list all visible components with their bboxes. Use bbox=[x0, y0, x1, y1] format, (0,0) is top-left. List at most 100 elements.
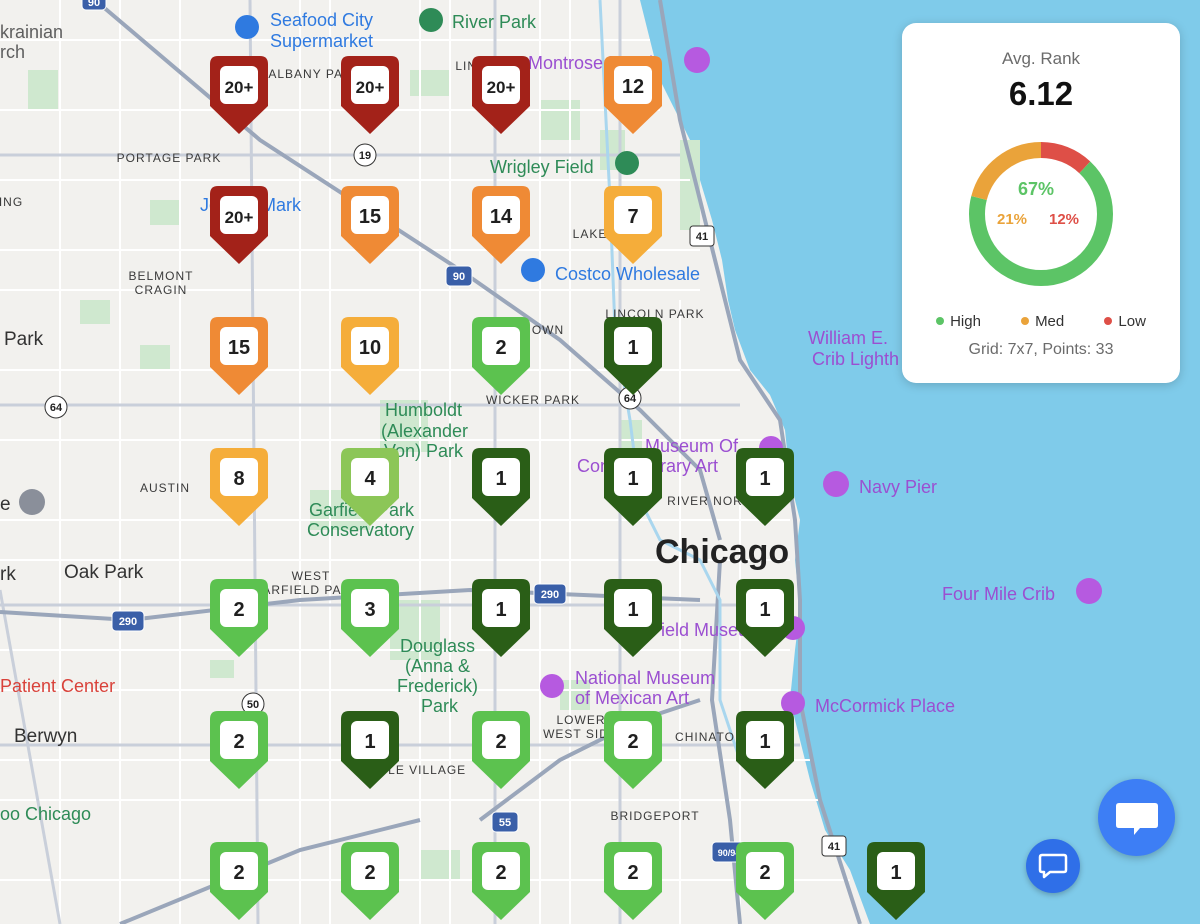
rank-pin[interactable]: 3 bbox=[341, 579, 399, 657]
museum-icon[interactable] bbox=[540, 674, 564, 698]
donut-legend: High Med Low bbox=[902, 313, 1180, 330]
rank-pin-badge bbox=[746, 721, 784, 759]
state-route-shield-icon: 64 bbox=[44, 395, 68, 419]
rank-pin[interactable]: 2 bbox=[472, 711, 530, 789]
route-label: 90 bbox=[88, 0, 100, 9]
rank-pin[interactable]: 2 bbox=[210, 711, 268, 789]
rank-pin[interactable]: 1 bbox=[867, 842, 925, 920]
neighborhood-label: CRAGIN bbox=[135, 283, 188, 297]
rank-pin[interactable]: 20+ bbox=[210, 186, 268, 264]
route-label: 19 bbox=[359, 150, 371, 162]
shopping-cart-icon[interactable] bbox=[235, 15, 259, 39]
rank-pin[interactable]: 1 bbox=[736, 579, 794, 657]
route-label: 64 bbox=[50, 402, 63, 414]
rank-pin-label: 2 bbox=[233, 862, 244, 884]
route-label: 290 bbox=[119, 616, 137, 628]
rank-pin-label: 1 bbox=[495, 599, 506, 621]
rank-pin[interactable]: 2 bbox=[604, 711, 662, 789]
rank-pin[interactable]: 2 bbox=[604, 842, 662, 920]
tower-icon[interactable] bbox=[1076, 578, 1102, 604]
rank-pin-badge bbox=[482, 327, 520, 365]
donut-segment-med bbox=[969, 142, 1113, 286]
legend-high-label: High bbox=[950, 313, 981, 330]
rank-pin[interactable]: 15 bbox=[210, 317, 268, 395]
place-label: River Park bbox=[452, 12, 537, 32]
med-percentage: 21% bbox=[997, 211, 1028, 228]
rank-pin-label: 20+ bbox=[225, 78, 254, 97]
rank-pin-badge bbox=[351, 721, 389, 759]
rank-pin-label: 1 bbox=[890, 862, 901, 884]
rank-pin-label: 1 bbox=[759, 731, 770, 753]
chat-button[interactable] bbox=[1098, 779, 1175, 856]
rank-pin[interactable]: 20+ bbox=[210, 56, 268, 134]
rank-pin-label: 1 bbox=[364, 731, 375, 753]
rank-pin[interactable]: 2 bbox=[736, 842, 794, 920]
rank-pin-badge bbox=[220, 589, 258, 627]
place-label: (Alexander bbox=[381, 421, 468, 441]
rank-pin[interactable]: 1 bbox=[604, 317, 662, 395]
camera-icon[interactable] bbox=[823, 471, 849, 497]
place-label: of Mexican Art bbox=[575, 688, 689, 708]
rank-pin[interactable]: 4 bbox=[341, 448, 399, 526]
rank-pin[interactable]: 14 bbox=[472, 186, 530, 264]
rank-pin[interactable]: 15 bbox=[341, 186, 399, 264]
rank-pin[interactable]: 12 bbox=[604, 56, 662, 134]
expressways bbox=[0, 0, 862, 924]
rank-pin-badge bbox=[877, 852, 915, 890]
route-label: 41 bbox=[828, 841, 840, 853]
interstate-shield-icon: 90 bbox=[445, 265, 473, 287]
rank-pin[interactable]: 20+ bbox=[472, 56, 530, 134]
rank-pin[interactable]: 1 bbox=[736, 448, 794, 526]
place-label: rk bbox=[0, 564, 16, 585]
stadium-icon[interactable] bbox=[615, 151, 639, 175]
neighborhood-label: RIVER NOR bbox=[667, 494, 743, 508]
place-label: Crib Lighth bbox=[812, 349, 899, 369]
place-label: Wrigley Field bbox=[490, 157, 594, 177]
place-label: Frederick) bbox=[397, 676, 478, 696]
us-route-shield-icon: 41 bbox=[821, 835, 847, 857]
rank-pin[interactable]: 7 bbox=[604, 186, 662, 264]
low-dot-icon bbox=[1104, 317, 1113, 326]
rank-pin[interactable]: 1 bbox=[736, 711, 794, 789]
rank-pin[interactable]: 2 bbox=[472, 842, 530, 920]
rank-pin[interactable]: 2 bbox=[210, 579, 268, 657]
rank-pin[interactable]: 1 bbox=[341, 711, 399, 789]
neighborhood-label: OWN bbox=[532, 323, 564, 337]
route-label: 290 bbox=[541, 589, 559, 601]
rank-pin-label: 2 bbox=[495, 337, 506, 359]
place-label: krainian bbox=[0, 22, 63, 42]
place-label: Conservatory bbox=[307, 520, 414, 540]
rank-pin-badge bbox=[351, 589, 389, 627]
rank-pin[interactable]: 1 bbox=[604, 579, 662, 657]
rank-pin[interactable]: 2 bbox=[341, 842, 399, 920]
low-percentage: 12% bbox=[1049, 211, 1080, 228]
rank-pin[interactable]: 1 bbox=[472, 448, 530, 526]
us-route-shield-icon: 41 bbox=[689, 225, 715, 247]
camera-icon[interactable] bbox=[684, 47, 710, 73]
place-label: Costco Wholesale bbox=[555, 264, 700, 284]
rank-pin[interactable]: 10 bbox=[341, 317, 399, 395]
tree-icon[interactable] bbox=[419, 8, 443, 32]
rank-pin-label: 2 bbox=[495, 731, 506, 753]
legend-med: Med bbox=[1021, 313, 1064, 330]
rank-pin[interactable]: 1 bbox=[472, 579, 530, 657]
place-label: Von) Park bbox=[384, 441, 464, 461]
rank-pin[interactable]: 8 bbox=[210, 448, 268, 526]
rank-pin[interactable]: 2 bbox=[210, 842, 268, 920]
avg-rank-title: Avg. Rank bbox=[1001, 49, 1081, 68]
neighborhood-label: BELMONT bbox=[128, 269, 193, 283]
interstate-shield-icon: 55 bbox=[491, 811, 519, 833]
landmark-icon[interactable] bbox=[19, 489, 45, 515]
place-label: Four Mile Crib bbox=[942, 584, 1055, 604]
place-label: (Anna & bbox=[405, 656, 470, 676]
rank-pin-label: 1 bbox=[627, 337, 638, 359]
rank-pin[interactable]: 1 bbox=[604, 448, 662, 526]
shopping-bag-icon[interactable] bbox=[521, 258, 545, 282]
rank-pin[interactable]: 20+ bbox=[341, 56, 399, 134]
place-label: e bbox=[0, 494, 11, 515]
rank-pin[interactable]: 2 bbox=[472, 317, 530, 395]
rank-pin-label: 20+ bbox=[225, 208, 254, 227]
messages-button[interactable] bbox=[1026, 839, 1080, 893]
convention-center-icon[interactable] bbox=[781, 691, 805, 715]
